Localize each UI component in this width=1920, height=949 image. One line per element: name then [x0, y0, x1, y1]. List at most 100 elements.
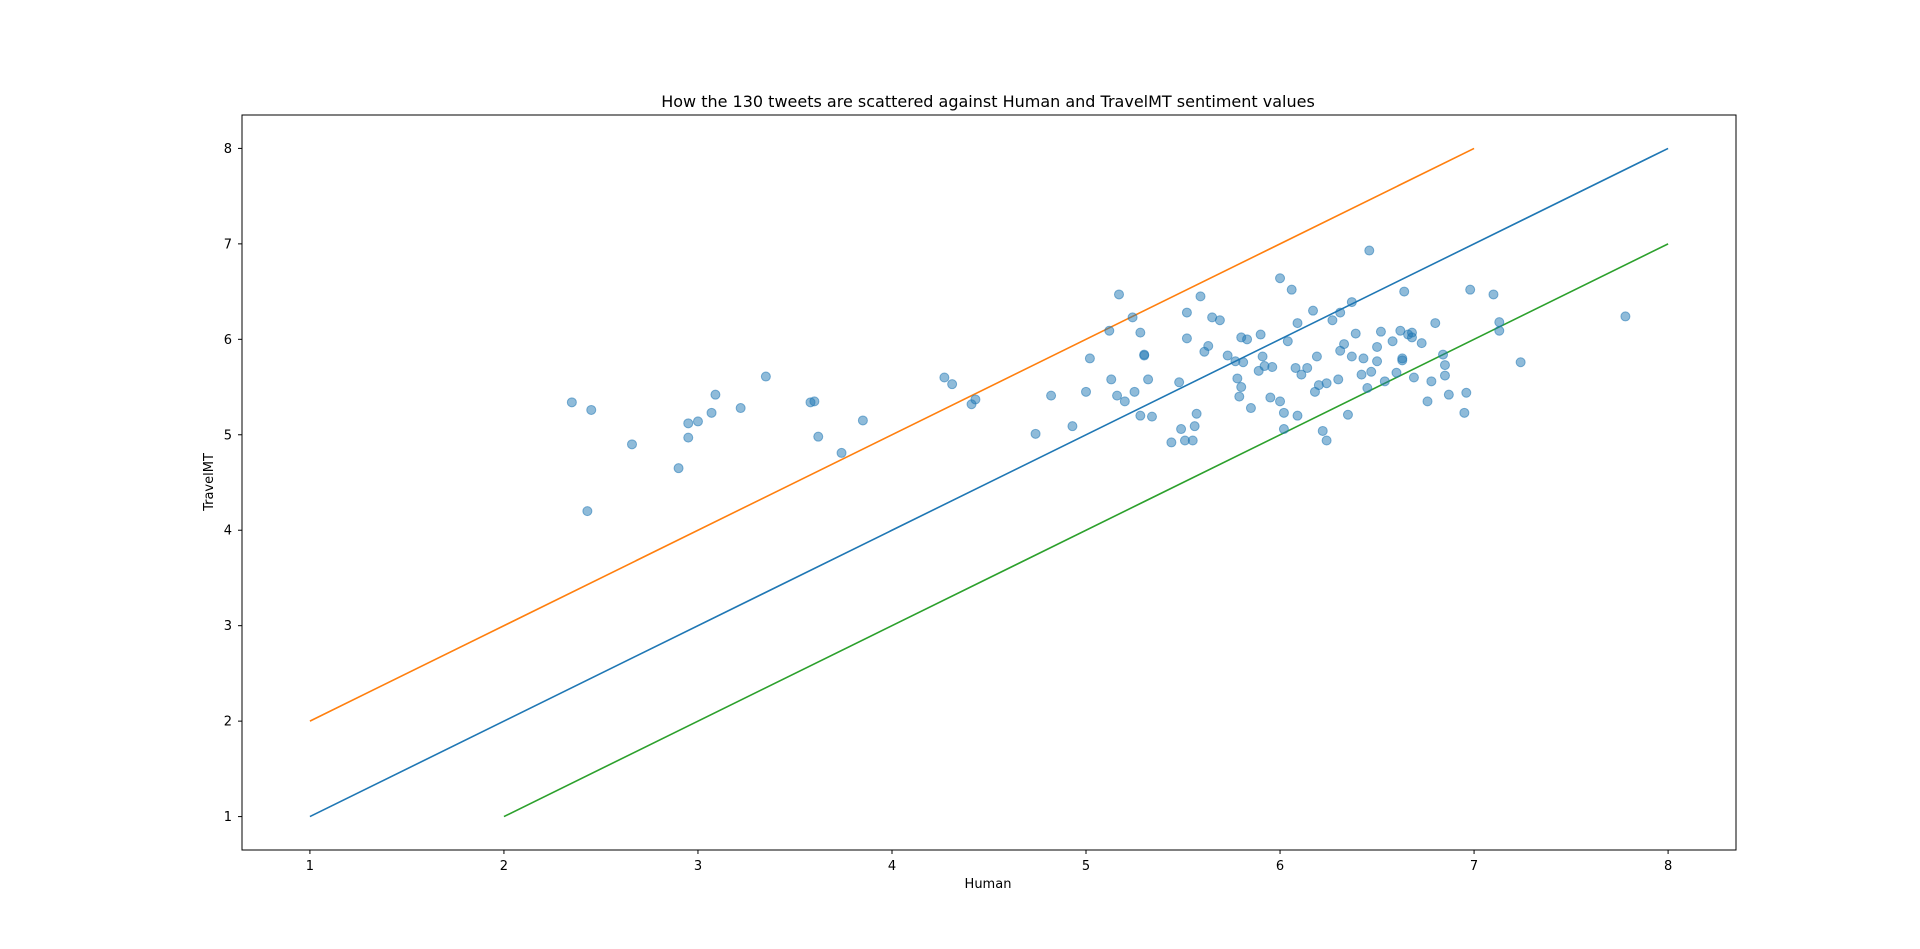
data-point [1112, 390, 1123, 401]
data-point [1515, 357, 1526, 368]
y-axis-label: TravelMT [202, 453, 217, 512]
data-point [1129, 386, 1140, 397]
y-tick-label: 3 [224, 619, 232, 634]
data-point [1358, 353, 1369, 364]
line-lower [503, 243, 1669, 818]
data-point [1067, 421, 1078, 432]
y-tick-label: 6 [224, 333, 232, 348]
data-point [1290, 362, 1301, 373]
data-point [970, 394, 981, 405]
data-point [1494, 325, 1505, 336]
data-point [1494, 317, 1505, 328]
y-tick-label: 2 [224, 715, 232, 730]
data-point [1416, 338, 1427, 349]
data-point [1119, 396, 1130, 407]
data-point [1265, 392, 1276, 403]
data-point [1356, 369, 1367, 380]
data-point [1391, 367, 1402, 378]
data-point [1422, 396, 1433, 407]
plot-frame [241, 114, 1737, 851]
data-point [1292, 410, 1303, 421]
data-point [1342, 409, 1353, 420]
data-point [683, 418, 694, 429]
data-point [1372, 356, 1383, 367]
chart-title: How the 130 tweets are scattered against… [661, 92, 1315, 111]
data-point [1292, 318, 1303, 329]
data-point [1245, 403, 1256, 414]
data-point [1139, 349, 1150, 360]
data-point [1302, 362, 1313, 373]
y-tick-label: 4 [224, 524, 232, 539]
data-point [1430, 318, 1441, 329]
line-upper [309, 147, 1475, 722]
data-point [1362, 383, 1373, 393]
x-tick-label: 7 [1470, 859, 1478, 874]
data-point [1375, 326, 1386, 337]
y-tick-label: 8 [224, 142, 232, 157]
x-tick-label: 5 [1082, 859, 1090, 874]
data-point [1275, 273, 1286, 284]
data-point [673, 463, 684, 474]
x-tick-label: 8 [1664, 859, 1672, 874]
data-point [1296, 369, 1307, 380]
data-point [1242, 334, 1253, 345]
data-point [1350, 328, 1361, 339]
y-tick-label: 5 [224, 428, 232, 443]
data-point [1081, 386, 1092, 397]
data-point [1030, 428, 1041, 439]
data-point [1379, 376, 1390, 387]
data-point [1174, 377, 1185, 388]
data-point [735, 403, 746, 414]
data-point [1135, 410, 1146, 421]
data-point [1234, 391, 1245, 402]
data-point [1127, 312, 1138, 323]
data-point [1439, 370, 1450, 381]
data-point [1195, 291, 1206, 302]
data-point [683, 432, 694, 443]
scatter-points [566, 245, 1631, 517]
data-point [1321, 435, 1332, 446]
data-point [1104, 325, 1115, 336]
x-tick-label: 2 [500, 859, 508, 874]
data-point [1232, 373, 1243, 384]
x-tick-label: 3 [694, 859, 702, 874]
data-point [1187, 435, 1198, 446]
data-point [566, 397, 577, 408]
data-point [582, 506, 593, 517]
data-point [1275, 396, 1286, 407]
data-point [1366, 366, 1377, 377]
data-point [586, 404, 597, 415]
x-axis-label: Human [965, 877, 1012, 892]
data-point [857, 415, 868, 426]
data-point [1257, 351, 1268, 362]
x-axis-ticks: 1 2 3 4 5 6 7 8 [306, 850, 1672, 874]
data-point [1439, 360, 1450, 371]
data-point [1311, 351, 1322, 362]
data-point [1333, 374, 1344, 385]
data-point [1399, 286, 1410, 297]
data-point [1459, 407, 1470, 418]
data-point [1166, 437, 1177, 448]
data-point [1461, 387, 1472, 398]
data-point [1084, 353, 1095, 364]
data-point [1395, 325, 1406, 336]
data-point [1438, 349, 1449, 360]
data-point [1465, 284, 1476, 295]
data-point [1488, 289, 1499, 300]
data-point [1286, 284, 1297, 295]
y-tick-label: 1 [224, 810, 232, 825]
data-point [1308, 305, 1319, 316]
data-point [1327, 315, 1338, 326]
data-point [1214, 315, 1225, 326]
data-point [1387, 336, 1398, 347]
data-point [1181, 307, 1192, 318]
data-point [1255, 329, 1266, 340]
data-point [1620, 311, 1631, 322]
data-point [1278, 424, 1289, 435]
data-point [710, 389, 721, 400]
data-point [1443, 389, 1454, 400]
data-point [1346, 351, 1357, 362]
data-point [1106, 374, 1117, 385]
line-diagonal [309, 147, 1669, 818]
